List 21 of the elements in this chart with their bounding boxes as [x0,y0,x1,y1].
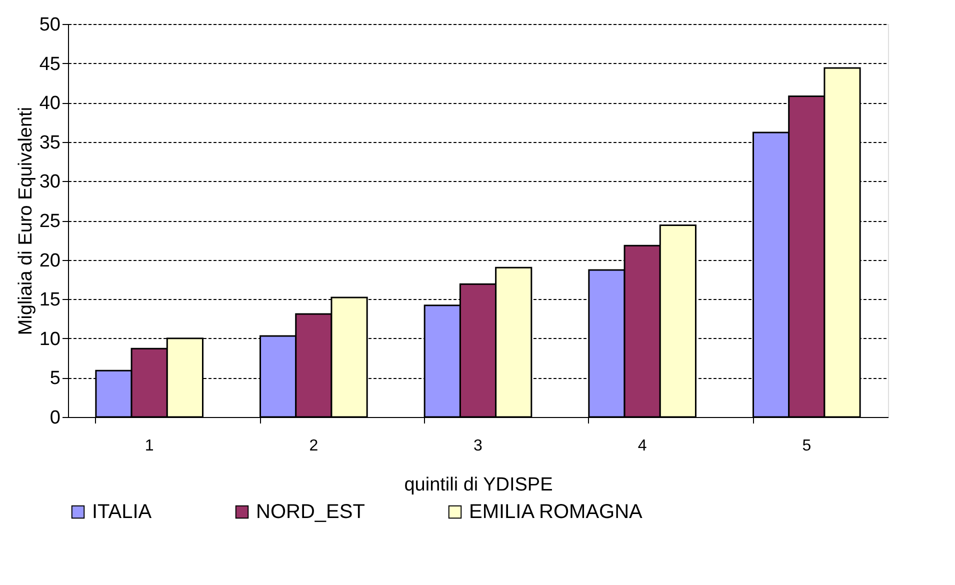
y-tick-label: 0 [50,408,60,428]
y-tick-label: 15 [39,290,60,311]
x-tick-label: 4 [638,438,647,454]
x-tick-label: 2 [309,438,318,454]
x-tick-label: 5 [802,438,812,454]
y-tick-label: 35 [39,132,60,154]
x-tick-label: 3 [474,438,483,454]
y-tick-label: 50 [39,14,60,36]
legend-label: ITALIA [92,501,152,523]
x-tick-label: 1 [144,438,154,454]
y-tick-label: 25 [39,211,60,232]
y-tick-label: 10 [39,328,60,350]
y-tick-label: 20 [39,250,60,272]
y-axis-title: Migliaia di Euro Equivalenti [15,106,36,336]
legend-label: NORD_EST [256,501,365,523]
y-tick-label: 45 [39,54,60,75]
y-tick-label: 5 [50,368,60,390]
x-axis-title: quintili di YDISPE [404,474,553,496]
y-tick-label: 30 [39,172,60,193]
legend-label: EMILIA ROMAGNA [469,501,644,523]
y-tick-label: 40 [39,93,60,114]
